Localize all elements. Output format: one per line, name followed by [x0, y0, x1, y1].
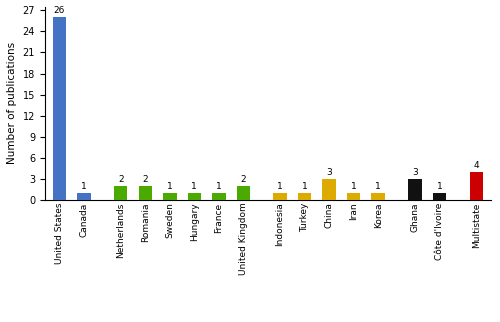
Y-axis label: Number of publications: Number of publications: [7, 42, 17, 164]
Text: 1: 1: [376, 182, 381, 191]
Bar: [347, 193, 360, 200]
Bar: [52, 17, 66, 200]
Text: 1: 1: [81, 182, 87, 191]
Text: 3: 3: [412, 167, 418, 176]
Text: 1: 1: [277, 182, 283, 191]
Bar: [408, 179, 422, 200]
Bar: [188, 193, 201, 200]
Bar: [138, 185, 152, 200]
Bar: [470, 172, 483, 200]
Text: 1: 1: [192, 182, 197, 191]
Bar: [236, 185, 250, 200]
Bar: [274, 193, 287, 200]
Text: 2: 2: [118, 175, 124, 184]
Text: 1: 1: [216, 182, 222, 191]
Text: 1: 1: [436, 182, 442, 191]
Bar: [432, 193, 446, 200]
Text: 4: 4: [474, 160, 479, 169]
Text: 2: 2: [240, 175, 246, 184]
Text: 2: 2: [142, 175, 148, 184]
Bar: [322, 179, 336, 200]
Text: 1: 1: [351, 182, 356, 191]
Text: 3: 3: [326, 167, 332, 176]
Text: 26: 26: [54, 6, 65, 15]
Text: 1: 1: [302, 182, 308, 191]
Bar: [163, 193, 176, 200]
Bar: [298, 193, 312, 200]
Bar: [212, 193, 226, 200]
Bar: [372, 193, 385, 200]
Text: 1: 1: [167, 182, 172, 191]
Bar: [77, 193, 90, 200]
Bar: [114, 185, 128, 200]
